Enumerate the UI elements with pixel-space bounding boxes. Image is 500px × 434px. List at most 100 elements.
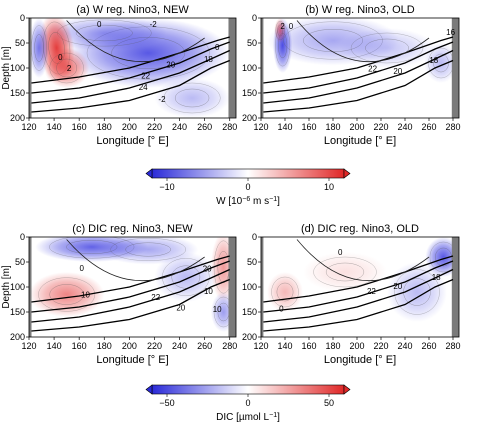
x-tick-label: 280: [445, 122, 460, 132]
x-tick-label: 200: [122, 122, 137, 132]
x-tick-label: 140: [277, 341, 292, 351]
panel-title: (a) W reg. Nino3, NEW: [76, 4, 189, 16]
isotherm-label: 20: [166, 61, 175, 70]
isotherm-line: [263, 59, 454, 113]
contour-label: -2: [158, 95, 166, 104]
x-tick-label: 240: [397, 341, 412, 351]
isotherm-line: [263, 260, 454, 313]
y-tick-label: 0: [20, 13, 25, 23]
colorbar-strip: [151, 168, 345, 179]
contour-label: -2: [150, 20, 158, 29]
isotherm-line: [31, 41, 230, 94]
x-tick-label: 240: [172, 122, 187, 132]
y-tick-label: 150: [242, 307, 257, 317]
y-tick-label: 100: [242, 282, 257, 292]
x-tick-label: 140: [47, 341, 62, 351]
y-tick-label: 150: [10, 307, 25, 317]
colorbar-tick-label: 0: [245, 398, 250, 408]
x-tick-label: 200: [349, 341, 364, 351]
zero-contour: [296, 239, 430, 282]
zero-contour: [296, 20, 430, 63]
x-axis-label: Longitude [° E]: [324, 354, 396, 366]
y-tick-label: 200: [10, 332, 25, 342]
colorbar-tick-label: 10: [324, 182, 334, 192]
contour-label: 0: [79, 264, 84, 273]
y-axis-label: Depth [m]: [1, 46, 12, 90]
y-tick-label: 200: [242, 332, 257, 342]
x-tick-label: 180: [97, 122, 112, 132]
contour-label: 0: [97, 20, 102, 29]
x-tick-label: 240: [172, 341, 187, 351]
x-tick-label: 180: [97, 341, 112, 351]
y-tick-label: 150: [10, 88, 25, 98]
x-tick-label: 220: [147, 341, 162, 351]
isotherm-label: 22: [367, 287, 376, 296]
contour-label: 0: [58, 53, 63, 62]
x-tick-label: 280: [445, 341, 460, 351]
x-tick-label: 140: [277, 122, 292, 132]
contour-label: 22: [151, 293, 160, 302]
isotherm-line: [263, 278, 454, 332]
x-tick-label: 280: [222, 122, 237, 132]
y-axis-label: Depth [m]: [1, 265, 12, 309]
zero-contour: [66, 20, 205, 63]
colorbar-tick-label: −10: [159, 182, 174, 192]
contour-label: 0: [289, 22, 294, 31]
x-tick-label: 220: [373, 122, 388, 132]
isotherm-line: [31, 49, 230, 104]
isotherm-label: 10: [213, 305, 222, 314]
y-tick-label: 50: [247, 257, 257, 267]
y-tick-label: 100: [242, 63, 257, 73]
colorbar-strip: [151, 384, 345, 395]
contour-label: 0: [338, 248, 343, 257]
isotherm-label: 18: [432, 273, 441, 282]
isotherm-line: [263, 49, 454, 104]
x-tick-label: 120: [21, 122, 36, 132]
colorbar-max-arrow: [343, 168, 351, 179]
colorbar-tick-label: 50: [324, 398, 334, 408]
x-tick-label: 260: [421, 341, 436, 351]
colorbar-tick-label: 0: [245, 182, 250, 192]
isotherm-label: 18: [429, 56, 438, 65]
y-tick-label: 150: [242, 88, 257, 98]
x-tick-label: 200: [122, 341, 137, 351]
x-axis-label: Longitude [° E]: [324, 135, 396, 147]
panel-title: (b) W reg. Nino3, OLD: [305, 4, 414, 16]
isotherm-label: 10: [204, 287, 213, 296]
x-tick-label: 260: [197, 341, 212, 351]
isotherm-line: [31, 59, 230, 113]
x-tick-label: 120: [253, 341, 268, 351]
x-tick-label: 120: [21, 341, 36, 351]
colorbar-tick-label: −50: [159, 398, 174, 408]
colorbar-label: DIC [µmol L−1]: [216, 412, 280, 424]
x-tick-label: 160: [301, 122, 316, 132]
x-tick-label: 160: [301, 341, 316, 351]
contour-label: 10: [81, 291, 90, 300]
isotherm-label: 24: [139, 83, 148, 92]
x-tick-label: 120: [253, 122, 268, 132]
colorbar-min-arrow: [145, 384, 153, 395]
colorbar-dic: −50 0 50 DIC [µmol L−1]: [145, 384, 351, 424]
x-tick-label: 140: [47, 122, 62, 132]
y-tick-label: 50: [15, 257, 25, 267]
y-tick-label: 200: [10, 113, 25, 123]
isotherm-label: 18: [204, 55, 213, 64]
contour-label: 0: [279, 305, 284, 314]
colorbar-max-arrow: [343, 384, 351, 395]
isotherm-label: 22: [368, 65, 377, 74]
isotherm-line: [263, 41, 454, 94]
heatmap-field: 0 0 22 20 18: [261, 237, 459, 337]
x-tick-label: 240: [397, 122, 412, 132]
zero-contour: [66, 239, 205, 282]
x-tick-label: 220: [373, 341, 388, 351]
y-tick-label: 100: [10, 63, 25, 73]
isotherm-line: [31, 268, 230, 323]
isotherm-label: 20: [203, 265, 212, 274]
x-tick-label: 180: [325, 122, 340, 132]
x-tick-label: 160: [72, 122, 87, 132]
